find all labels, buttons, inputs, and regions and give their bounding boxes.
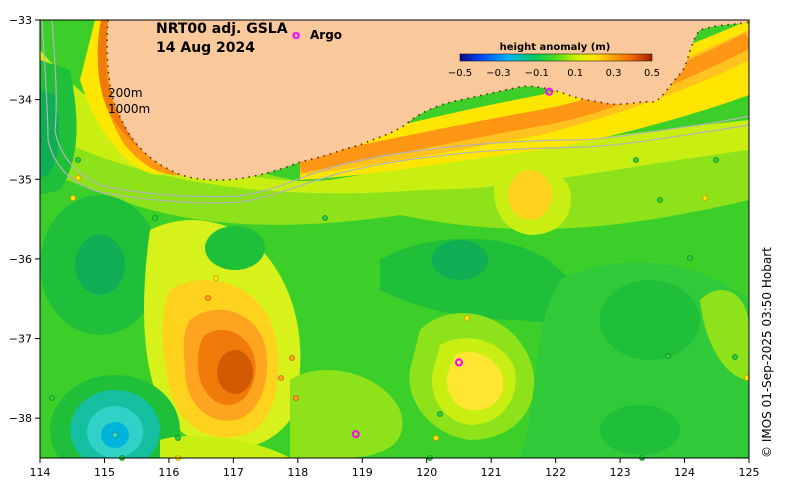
colorbar-tick-label: 0.3	[606, 68, 622, 79]
y-tick-label: −35	[9, 173, 32, 186]
y-axis: −33 −34 −35 −36 −37 −38	[9, 14, 40, 425]
colorbar-tick-label: −0.5	[448, 68, 472, 79]
map-date: 14 Aug 2024	[156, 40, 255, 56]
plot-frame	[39, 19, 750, 459]
y-tick-label: −38	[9, 412, 32, 425]
argo-legend-marker: o	[292, 28, 300, 42]
argo-float-marker	[454, 358, 463, 367]
x-tick-label: 122	[545, 466, 566, 479]
y-tick-label: −36	[9, 253, 32, 266]
isobath-label-200m: 200m	[108, 86, 143, 100]
x-tick-label: 121	[481, 466, 502, 479]
x-tick-label: 117	[223, 466, 244, 479]
obs-markers-blue	[111, 431, 119, 439]
x-tick-label: 120	[416, 466, 437, 479]
x-axis: 114 115 116 117 118 119 120 121 122 123 124 125	[30, 458, 760, 479]
credit-text: © IMOS 01-Sep-2025 03:50 Hobart	[760, 247, 774, 458]
x-tick-label: 119	[352, 466, 373, 479]
x-tick-label: 115	[94, 466, 115, 479]
argo-float-marker	[545, 87, 554, 96]
colorbar-ticks: −0.5 −0.3 −0.1 0.1 0.3 0.5	[448, 68, 660, 79]
colorbar-title: height anomaly (m)	[500, 42, 611, 53]
y-tick-label: −34	[9, 94, 32, 107]
argo-legend-label: Argo	[310, 28, 342, 42]
x-tick-label: 118	[287, 466, 308, 479]
x-tick-label: 125	[739, 466, 760, 479]
argo-float-marker	[351, 430, 360, 439]
x-tick-label: 114	[30, 466, 51, 479]
x-tick-label: 116	[158, 466, 179, 479]
colorbar-gradient	[459, 53, 653, 62]
colorbar-tick-label: −0.3	[486, 68, 510, 79]
colorbar-tick-label: 0.5	[644, 68, 660, 79]
y-tick-label: −33	[9, 14, 32, 27]
x-tick-label: 123	[610, 466, 631, 479]
colorbar: height anomaly (m) −0.5 −0.3 −0.1 0.1 0.3 0.5	[448, 42, 660, 79]
map-title: NRT00 adj. GSLA	[156, 21, 288, 37]
obs-markers-orange	[205, 295, 299, 401]
y-tick-label: −37	[9, 333, 32, 346]
isobath-label-1000m: 1000m	[108, 102, 150, 116]
colorbar-tick-label: 0.1	[567, 68, 583, 79]
isobath-lines	[41, 20, 749, 204]
argo-float-layer	[351, 87, 554, 439]
colorbar-tick-label: −0.1	[525, 68, 549, 79]
x-tick-label: 124	[674, 466, 695, 479]
